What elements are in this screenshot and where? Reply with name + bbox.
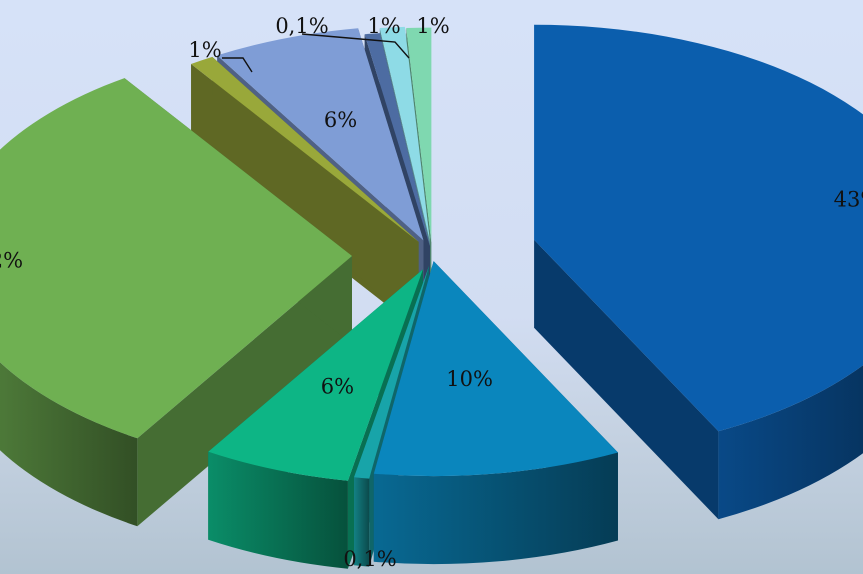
pie-slice-8 [364, 33, 431, 247]
pie-slice-2 [373, 261, 618, 477]
pie-slice-4 [208, 269, 423, 481]
slice-10-label: 1% [416, 14, 449, 38]
pie-slice-1-side-2 [534, 239, 719, 520]
pie-slice-1 [534, 24, 863, 432]
pie-slice-6-side-2 [212, 56, 419, 330]
pie-slice-4-wall [208, 451, 348, 569]
pie-slice-6 [191, 56, 419, 242]
pie-slice-1-wall [718, 365, 863, 520]
pie-slice-5 [0, 78, 353, 439]
slice-4-label: 6% [321, 375, 354, 399]
slice-6-leader-line [222, 57, 253, 73]
pie-slice-7 [217, 28, 424, 241]
slice-8-leader-line [301, 33, 410, 59]
pie-slice-3-wall [354, 477, 370, 567]
slice-7-label: 6% [324, 108, 357, 132]
slice-1-label: 43% [834, 187, 863, 211]
slice-9-label: 1% [367, 14, 400, 38]
pie-slice-3 [354, 266, 430, 479]
slice-3-label: 0,1% [343, 547, 396, 571]
slice-2-label: 10% [446, 367, 493, 391]
pie-slice-10 [406, 27, 432, 243]
pie-slice-9 [379, 26, 430, 242]
pie-slice-5-side-1 [137, 255, 353, 527]
slice-8-label: 0,1% [275, 14, 328, 38]
pie-slice-2-wall [373, 452, 618, 565]
slice-5-label: 32% [0, 248, 23, 272]
slice-6-label: 1% [188, 38, 221, 62]
pie-slice-5-wall [0, 362, 138, 527]
